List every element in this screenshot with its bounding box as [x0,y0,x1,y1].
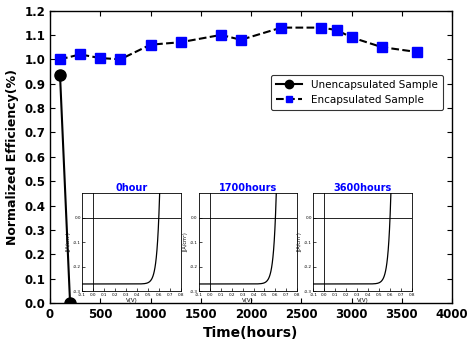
Y-axis label: Normalized Efficiency(%): Normalized Efficiency(%) [6,69,18,245]
X-axis label: Time(hours): Time(hours) [203,326,299,340]
Legend: Unencapsulated Sample, Encapsulated Sample: Unencapsulated Sample, Encapsulated Samp… [271,75,443,110]
